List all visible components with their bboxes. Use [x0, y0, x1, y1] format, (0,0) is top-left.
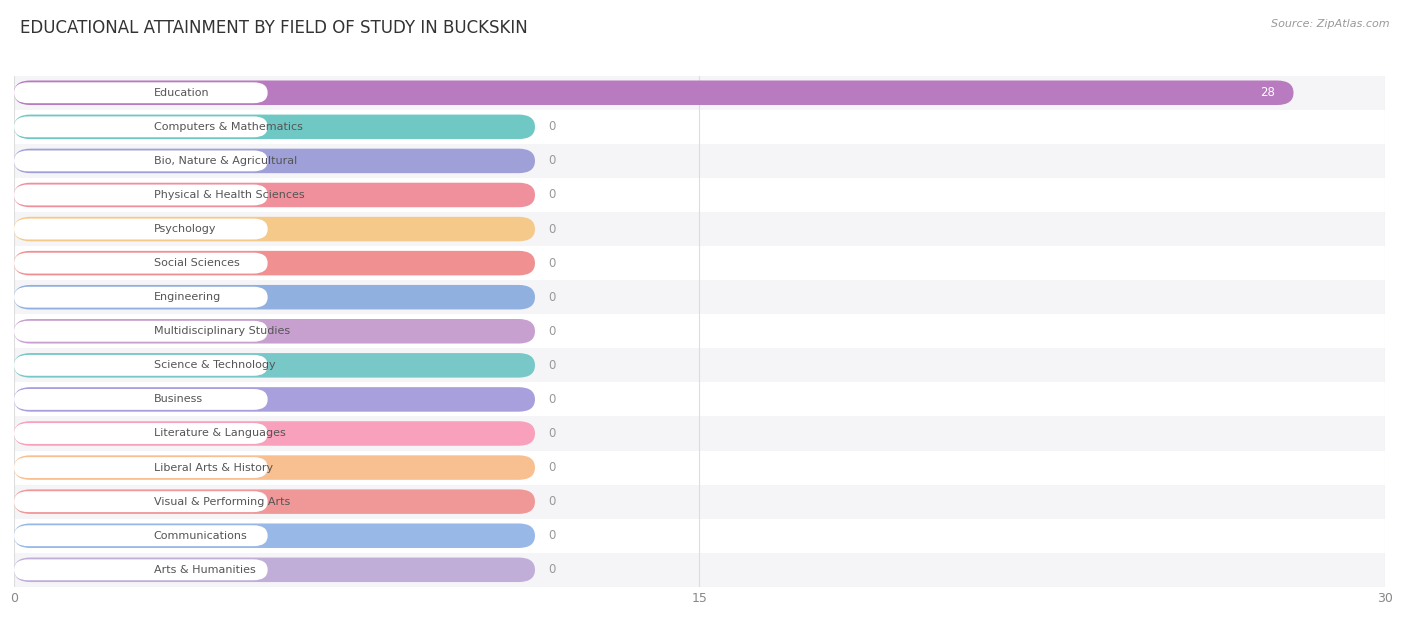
Text: 0: 0 — [548, 257, 555, 269]
FancyBboxPatch shape — [14, 184, 267, 206]
Text: Visual & Performing Arts: Visual & Performing Arts — [153, 497, 290, 507]
Text: Business: Business — [153, 394, 202, 404]
Text: 0: 0 — [548, 427, 555, 440]
Bar — [14, 416, 1385, 451]
Text: EDUCATIONAL ATTAINMENT BY FIELD OF STUDY IN BUCKSKIN: EDUCATIONAL ATTAINMENT BY FIELD OF STUDY… — [20, 19, 527, 37]
Text: Science & Technology: Science & Technology — [153, 360, 276, 370]
Text: 0: 0 — [548, 529, 555, 542]
FancyBboxPatch shape — [14, 285, 536, 309]
Bar — [14, 382, 1385, 416]
FancyBboxPatch shape — [14, 149, 536, 173]
Text: Literature & Languages: Literature & Languages — [153, 428, 285, 439]
Text: 0: 0 — [548, 325, 555, 338]
Bar — [14, 348, 1385, 382]
Text: 0: 0 — [548, 223, 555, 235]
Text: Education: Education — [153, 88, 209, 98]
FancyBboxPatch shape — [14, 321, 267, 342]
Text: 0: 0 — [548, 563, 555, 576]
Bar — [14, 314, 1385, 348]
FancyBboxPatch shape — [14, 491, 267, 512]
FancyBboxPatch shape — [14, 116, 267, 138]
Bar — [14, 451, 1385, 485]
Bar — [14, 212, 1385, 246]
FancyBboxPatch shape — [14, 81, 1294, 105]
Text: 0: 0 — [548, 359, 555, 372]
Bar — [14, 76, 1385, 110]
Text: Engineering: Engineering — [153, 292, 221, 302]
Text: 28: 28 — [1260, 86, 1275, 99]
FancyBboxPatch shape — [14, 82, 267, 103]
Bar — [14, 553, 1385, 587]
FancyBboxPatch shape — [14, 319, 536, 343]
Text: 0: 0 — [548, 121, 555, 133]
FancyBboxPatch shape — [14, 525, 267, 546]
Bar — [14, 110, 1385, 144]
FancyBboxPatch shape — [14, 558, 536, 582]
FancyBboxPatch shape — [14, 183, 536, 207]
FancyBboxPatch shape — [14, 353, 536, 377]
FancyBboxPatch shape — [14, 389, 267, 410]
FancyBboxPatch shape — [14, 387, 536, 411]
FancyBboxPatch shape — [14, 422, 536, 445]
Text: Arts & Humanities: Arts & Humanities — [153, 565, 256, 575]
FancyBboxPatch shape — [14, 423, 267, 444]
FancyBboxPatch shape — [14, 286, 267, 308]
Text: 0: 0 — [548, 495, 555, 508]
Text: Computers & Mathematics: Computers & Mathematics — [153, 122, 302, 132]
Text: Source: ZipAtlas.com: Source: ZipAtlas.com — [1271, 19, 1389, 29]
FancyBboxPatch shape — [14, 457, 267, 478]
FancyBboxPatch shape — [14, 218, 267, 240]
Bar — [14, 519, 1385, 553]
FancyBboxPatch shape — [14, 251, 536, 275]
FancyBboxPatch shape — [14, 559, 267, 581]
FancyBboxPatch shape — [14, 252, 267, 274]
Text: 0: 0 — [548, 189, 555, 201]
FancyBboxPatch shape — [14, 150, 267, 172]
Text: Communications: Communications — [153, 531, 247, 541]
Text: 0: 0 — [548, 155, 555, 167]
FancyBboxPatch shape — [14, 524, 536, 548]
FancyBboxPatch shape — [14, 217, 536, 241]
FancyBboxPatch shape — [14, 115, 536, 139]
Text: Liberal Arts & History: Liberal Arts & History — [153, 463, 273, 473]
Bar — [14, 485, 1385, 519]
Bar — [14, 144, 1385, 178]
Bar — [14, 280, 1385, 314]
FancyBboxPatch shape — [14, 355, 267, 376]
FancyBboxPatch shape — [14, 490, 536, 514]
Text: Social Sciences: Social Sciences — [153, 258, 239, 268]
Text: 0: 0 — [548, 461, 555, 474]
Text: Multidisciplinary Studies: Multidisciplinary Studies — [153, 326, 290, 336]
Text: Physical & Health Sciences: Physical & Health Sciences — [153, 190, 304, 200]
Bar — [14, 246, 1385, 280]
Bar — [14, 178, 1385, 212]
FancyBboxPatch shape — [14, 456, 536, 480]
Text: Bio, Nature & Agricultural: Bio, Nature & Agricultural — [153, 156, 297, 166]
Text: 0: 0 — [548, 291, 555, 304]
Text: Psychology: Psychology — [153, 224, 217, 234]
Text: 0: 0 — [548, 393, 555, 406]
